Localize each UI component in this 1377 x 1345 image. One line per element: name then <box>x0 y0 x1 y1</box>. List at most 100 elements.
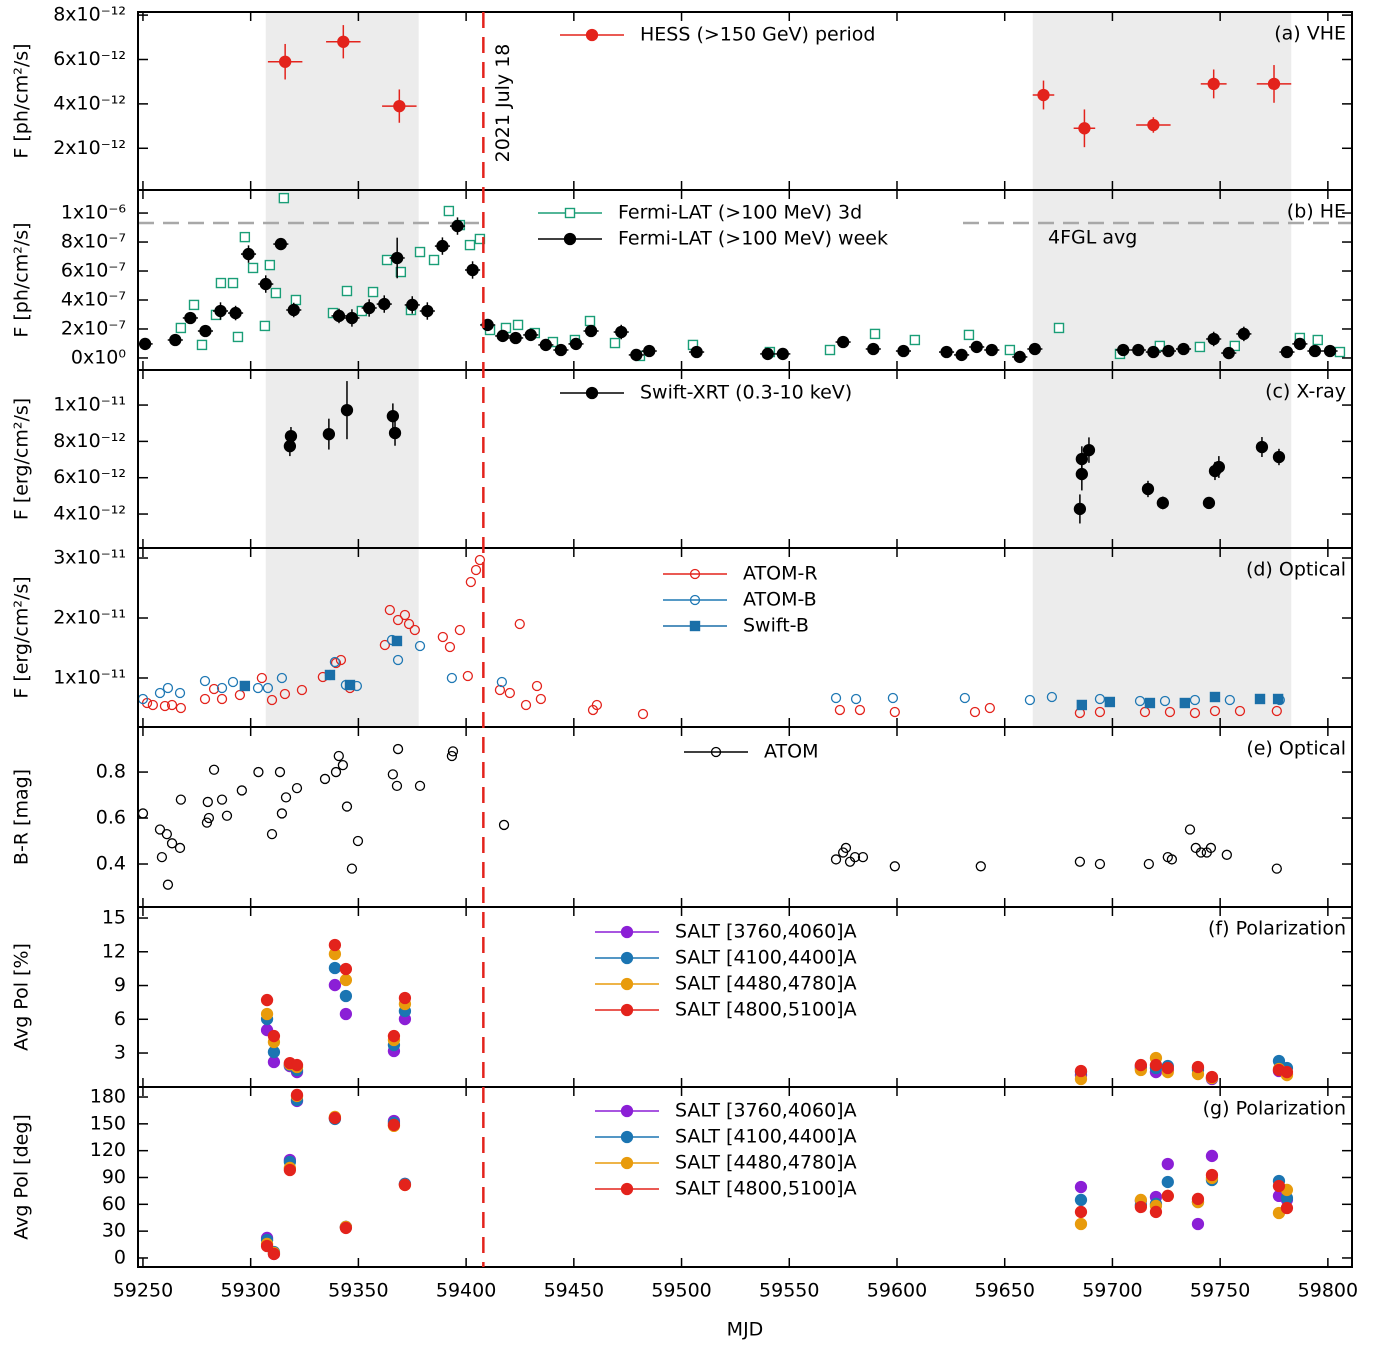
legend-marker <box>689 594 701 606</box>
data-point <box>834 704 846 716</box>
data-point <box>332 309 346 323</box>
data-point <box>329 656 341 668</box>
legend-marker <box>620 1130 634 1144</box>
data-point <box>609 337 621 349</box>
data-point <box>1194 341 1206 353</box>
data-point <box>849 851 861 863</box>
shaded-period <box>1032 12 1292 190</box>
y-tick-label: 6 <box>114 1008 126 1030</box>
data-point <box>1046 691 1058 703</box>
data-point <box>199 324 212 338</box>
data-point <box>267 1247 281 1261</box>
data-point <box>378 297 391 311</box>
data-point <box>229 306 242 320</box>
data-point <box>174 842 186 854</box>
data-point <box>1082 443 1096 457</box>
data-point <box>447 746 459 757</box>
x-tick-label: 59450 <box>544 1280 604 1302</box>
shaded-period <box>1032 190 1292 370</box>
data-point <box>337 35 350 48</box>
data-point <box>1254 693 1266 705</box>
data-point <box>512 319 524 331</box>
data-point <box>409 624 420 636</box>
data-point <box>554 343 568 357</box>
data-point <box>1074 1064 1088 1078</box>
data-point <box>643 344 656 358</box>
legend-label: Fermi-LAT (>100 MeV) week <box>618 228 888 250</box>
data-point <box>1209 691 1221 703</box>
legend-marker <box>620 1156 634 1170</box>
data-point <box>1234 705 1246 717</box>
panel-label: (b) HE <box>1287 201 1346 223</box>
data-point <box>188 299 200 311</box>
data-point <box>1191 1192 1205 1206</box>
data-point <box>278 55 292 68</box>
legend-marker <box>585 386 599 400</box>
data-point <box>266 828 278 840</box>
data-point <box>869 328 881 340</box>
legend-label: SALT [4800,5100]A <box>675 1178 857 1200</box>
y-tick-label: 1x10⁻⁶ <box>61 202 126 224</box>
legend-marker <box>710 746 722 758</box>
data-point <box>345 311 359 325</box>
data-point <box>1037 88 1050 102</box>
data-point <box>387 1029 401 1043</box>
data-point <box>1280 1065 1294 1079</box>
shaded-period <box>265 370 419 548</box>
data-point <box>267 1045 281 1059</box>
data-point <box>1164 706 1176 718</box>
data-point <box>341 801 353 812</box>
data-point <box>156 851 168 863</box>
legend-label: HESS (>150 GeV) period <box>640 24 875 46</box>
x-tick-label: 59300 <box>220 1280 280 1302</box>
legend-label: Fermi-LAT (>100 MeV) 3d <box>618 202 862 224</box>
data-point <box>1184 824 1196 835</box>
date-line-label: 2021 July 18 <box>492 44 514 163</box>
data-point <box>840 842 852 854</box>
data-point <box>1159 695 1171 707</box>
y-tick-label: 0 <box>114 1246 126 1268</box>
data-point <box>1189 694 1201 706</box>
y-tick-label: 1x10⁻¹¹ <box>53 666 126 688</box>
data-point <box>381 254 393 266</box>
data-point <box>637 708 649 720</box>
data-point <box>889 861 900 872</box>
y-tick-label: 90 <box>102 1166 126 1188</box>
data-point <box>328 978 342 992</box>
data-point <box>1053 322 1065 334</box>
data-point <box>174 687 186 699</box>
data-point <box>955 348 968 362</box>
data-point <box>514 618 525 630</box>
data-point <box>339 989 353 1003</box>
y-axis-label: F [ph/cm²/s] <box>11 43 33 158</box>
reference-label: 4FGL avg <box>1048 227 1137 249</box>
y-axis-label: F [erg/cm²/s] <box>11 398 33 520</box>
data-point <box>392 743 404 755</box>
legend-label: SALT [4480,4780]A <box>675 1152 857 1174</box>
data-point <box>154 687 166 699</box>
y-tick-label: 6x10⁻⁷ <box>61 260 126 282</box>
data-point <box>690 345 703 359</box>
data-point <box>414 780 426 792</box>
data-point <box>969 706 981 718</box>
data-point <box>1156 496 1169 510</box>
data-point <box>398 991 412 1005</box>
data-point <box>470 564 482 576</box>
data-point <box>283 439 297 453</box>
data-point <box>367 286 379 298</box>
data-point <box>1147 118 1160 132</box>
data-point <box>337 760 349 771</box>
data-point <box>421 304 434 318</box>
data-point <box>1004 344 1016 356</box>
data-point <box>184 311 197 325</box>
data-point <box>1179 697 1191 709</box>
legend-marker <box>585 28 599 42</box>
data-point <box>428 254 440 266</box>
data-point <box>221 810 233 821</box>
data-point <box>1161 1175 1174 1189</box>
data-point <box>267 1055 281 1069</box>
data-point <box>227 676 239 688</box>
y-tick-label: 6x10⁻¹² <box>53 48 126 70</box>
legend-label: SALT [4800,5100]A <box>675 999 857 1021</box>
data-point <box>446 750 458 762</box>
